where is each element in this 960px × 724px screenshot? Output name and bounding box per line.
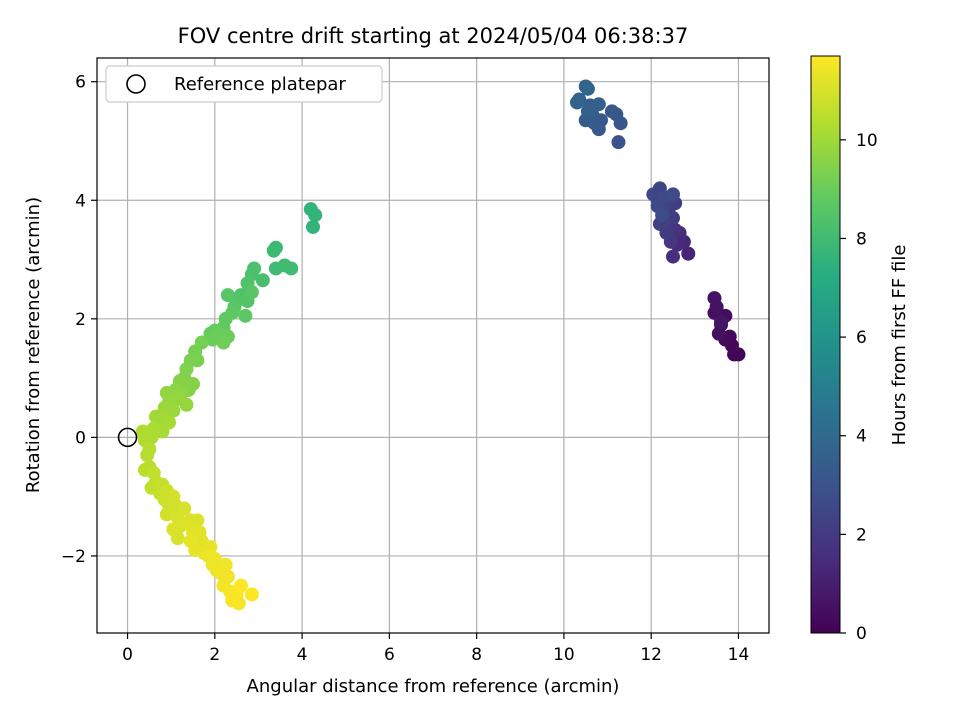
colorbar-label: Hours from first FF file bbox=[889, 245, 910, 446]
colorbar-tick-label: 6 bbox=[856, 328, 867, 348]
plot-frame bbox=[96, 57, 770, 634]
data-point bbox=[591, 97, 606, 112]
data-point bbox=[666, 187, 680, 202]
y-tick-label: 2 bbox=[75, 310, 86, 330]
x-tick-label: 6 bbox=[384, 645, 395, 665]
data-point bbox=[238, 308, 253, 323]
data-point bbox=[244, 587, 259, 602]
data-point bbox=[268, 261, 283, 276]
y-axis-label: Rotation from reference (arcmin) bbox=[23, 197, 44, 493]
data-point bbox=[170, 531, 185, 546]
data-point bbox=[266, 243, 281, 258]
data-point bbox=[177, 501, 192, 516]
data-point bbox=[611, 135, 626, 150]
x-tick-label: 8 bbox=[471, 645, 482, 665]
data-point bbox=[306, 219, 320, 234]
data-point bbox=[580, 104, 595, 119]
data-point bbox=[707, 291, 722, 306]
colorbar-tick-label: 8 bbox=[856, 229, 867, 249]
colorbar-tick-label: 0 bbox=[856, 624, 867, 644]
data-point bbox=[234, 578, 248, 593]
legend: Reference platepar bbox=[105, 65, 383, 103]
data-point bbox=[655, 208, 670, 223]
data-point bbox=[190, 513, 205, 528]
data-point bbox=[303, 202, 318, 217]
x-tick-label: 14 bbox=[728, 645, 750, 665]
data-point bbox=[666, 249, 680, 264]
data-point bbox=[207, 551, 222, 566]
data-point bbox=[255, 273, 270, 288]
data-point bbox=[216, 335, 231, 350]
y-tick-label: −2 bbox=[61, 547, 86, 567]
data-point bbox=[681, 246, 696, 261]
legend-marker-reference-platepar bbox=[126, 74, 146, 94]
data-point bbox=[159, 507, 174, 522]
colorbar-tick-label: 4 bbox=[856, 427, 867, 447]
data-points bbox=[135, 79, 746, 611]
x-axis-label: Angular distance from reference (arcmin) bbox=[247, 676, 620, 697]
data-point bbox=[179, 397, 194, 412]
data-point bbox=[205, 332, 220, 347]
colorbar-gradient bbox=[810, 55, 841, 634]
colorbar-tick-label: 2 bbox=[856, 525, 867, 545]
data-point bbox=[604, 104, 619, 119]
y-tick-label: 0 bbox=[75, 428, 86, 448]
data-point bbox=[220, 288, 235, 303]
x-tick-label: 10 bbox=[553, 645, 575, 665]
reference-platepar-marker bbox=[117, 427, 138, 448]
grid bbox=[97, 58, 769, 633]
colorbar-tick-label: 10 bbox=[856, 131, 878, 151]
y-tick-label: 6 bbox=[75, 73, 86, 93]
colorbar-ticks: 0 2 4 6 8 10 bbox=[840, 131, 878, 644]
x-axis-ticks: 0 2 4 6 8 10 12 14 bbox=[122, 633, 749, 665]
y-axis-ticks: −2 0 2 4 6 bbox=[61, 73, 97, 567]
data-point bbox=[580, 81, 595, 96]
colorbar: 0 2 4 6 8 10 Hours from first FF file bbox=[810, 55, 910, 644]
y-tick-label: 4 bbox=[75, 191, 86, 211]
chart-title: FOV centre drift starting at 2024/05/04 … bbox=[178, 24, 689, 48]
x-tick-label: 0 bbox=[122, 645, 133, 665]
data-point bbox=[714, 314, 728, 329]
x-tick-label: 12 bbox=[640, 645, 662, 665]
x-tick-label: 4 bbox=[297, 645, 308, 665]
data-point bbox=[140, 448, 155, 463]
data-point bbox=[218, 557, 233, 572]
legend-box bbox=[105, 65, 383, 103]
x-tick-label: 2 bbox=[209, 645, 220, 665]
data-point bbox=[711, 326, 726, 341]
data-point bbox=[570, 95, 584, 110]
data-point bbox=[244, 285, 259, 300]
legend-label-reference-platepar: Reference platepar bbox=[174, 74, 346, 95]
